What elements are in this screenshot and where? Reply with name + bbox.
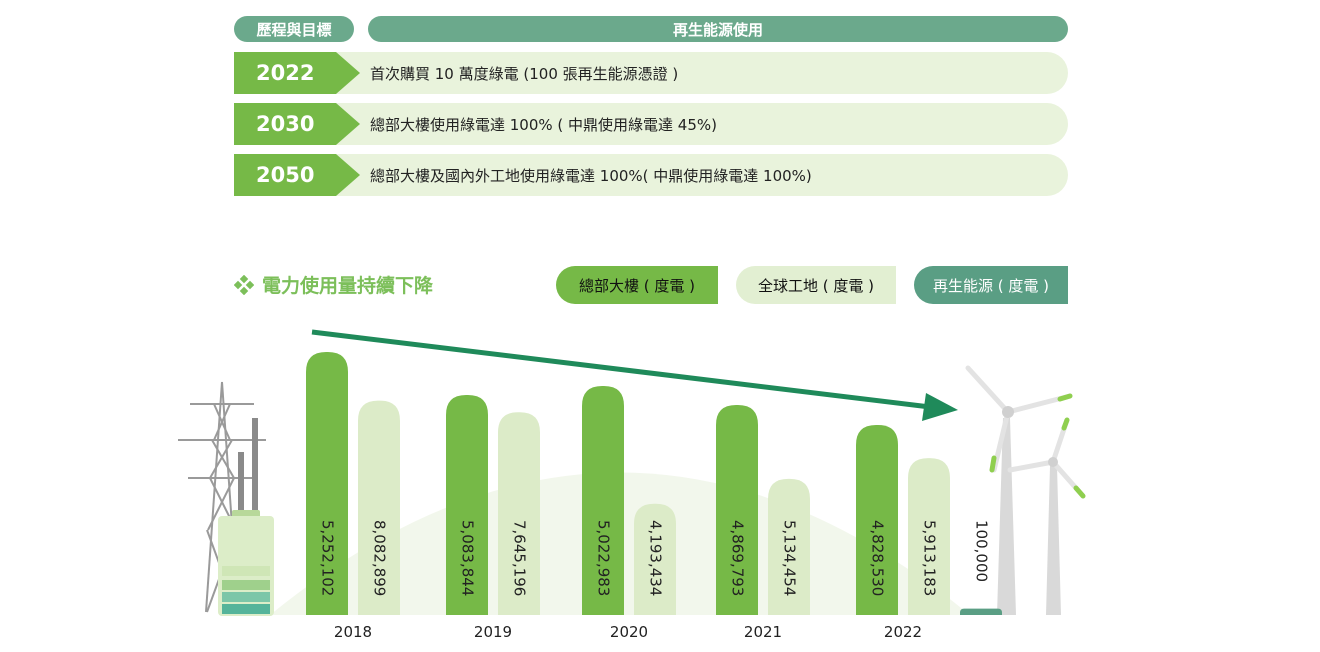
bar-hq (306, 352, 348, 615)
bar-hq (716, 405, 758, 615)
milestone-row: 2030 總部大樓使用綠電達 100% ( 中鼎使用綠電達 45%) (234, 103, 1068, 145)
year-arrow-label: 2050 (234, 154, 360, 196)
bar-value-label: 5,913,183 (921, 520, 939, 596)
bar-value-label: 7,645,196 (511, 520, 529, 596)
milestone-text: 總部大樓及國內外工地使用綠電達 100%( 中鼎使用綠電達 100%) (370, 166, 812, 185)
bar-site (498, 412, 540, 615)
wind-turbine-icon (1007, 417, 1086, 615)
bar-site (908, 458, 950, 615)
row-background (234, 103, 1068, 145)
legend-renewable: 再生能源 ( 度電 ) (914, 266, 1068, 304)
bar-value-label: 4,193,434 (647, 520, 665, 596)
battery-icon (218, 510, 274, 616)
diamond-bullet-icon (234, 274, 254, 295)
bar-site (768, 478, 810, 615)
bar-value-label: 5,134,454 (781, 520, 799, 596)
milestone-text: 總部大樓使用綠電達 100% ( 中鼎使用綠電達 45%) (370, 115, 718, 134)
header-renewable: 再生能源使用 (368, 16, 1068, 42)
bar-site (634, 503, 676, 615)
chimney (238, 452, 244, 514)
year-arrow-label: 2022 (234, 52, 360, 94)
section-title-text: 電力使用量持續下降 (262, 275, 434, 297)
milestone-row: 2022 首次購買 10 萬度綠電 (100 張再生能源憑證 ) (234, 52, 1068, 94)
bar-value-label: 8,082,899 (371, 520, 389, 596)
bar-value-label: 4,828,530 (869, 520, 887, 596)
milestone-row: 2050 總部大樓及國內外工地使用綠電達 100%( 中鼎使用綠電達 100%) (234, 154, 1068, 196)
row-background (234, 154, 1068, 196)
bar-site (358, 400, 400, 615)
bar-value-label: 5,252,102 (319, 520, 337, 596)
year-arrow-label: 2030 (234, 103, 360, 145)
bar-hq (582, 386, 624, 615)
bar-value-label: 4,869,793 (729, 520, 747, 596)
bar-value-label: 5,022,983 (595, 520, 613, 596)
legend-site: 全球工地 ( 度電 ) (736, 266, 896, 304)
x-tick-label: 2019 (474, 623, 512, 641)
legend-hq: 總部大樓 ( 度電 ) (556, 266, 718, 304)
milestone-text: 首次購買 10 萬度綠電 (100 張再生能源憑證 ) (370, 64, 679, 83)
section-title: 電力使用量持續下降 (234, 271, 433, 298)
x-tick-label: 2020 (610, 623, 648, 641)
bar-renewable (960, 608, 1002, 615)
bar-value-label: 5,083,844 (459, 520, 477, 596)
row-background (234, 52, 1068, 94)
chimney (252, 418, 258, 514)
x-tick-label: 2021 (744, 623, 782, 641)
x-tick-label: 2022 (884, 623, 922, 641)
x-tick-label: 2018 (334, 623, 372, 641)
bar-value-label: 100,000 (973, 520, 991, 582)
header-milestones: 歷程與目標 (234, 16, 354, 42)
bar-hq (856, 425, 898, 615)
bar-hq (446, 395, 488, 615)
trend-arrow-icon (311, 329, 958, 421)
